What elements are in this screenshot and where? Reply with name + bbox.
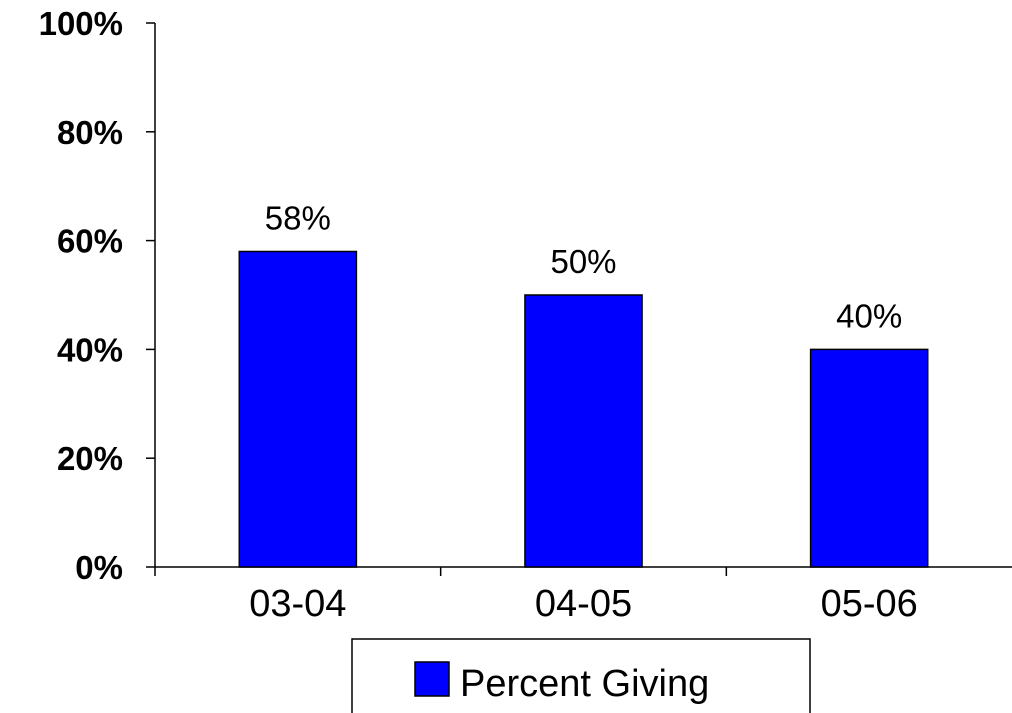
legend: Percent Giving <box>351 638 811 713</box>
y-tick-label: 20% <box>57 440 123 477</box>
x-tick-label: 03-04 <box>249 583 346 625</box>
y-tick-label: 60% <box>57 223 123 260</box>
y-axis: 0% 20% 40% 60% 80% 100% <box>39 5 156 586</box>
legend-swatch <box>414 661 450 697</box>
x-axis: 03-04 04-05 05-06 <box>154 566 1012 625</box>
y-tick-label: 0% <box>75 549 123 586</box>
x-tick-label: 04-05 <box>535 583 632 625</box>
bars <box>238 250 929 568</box>
bar <box>809 348 929 568</box>
x-tick-label: 05-06 <box>821 583 918 625</box>
y-tick-label: 80% <box>57 114 123 151</box>
bar <box>238 250 358 568</box>
bar <box>524 294 643 568</box>
data-label: 58% <box>265 199 331 236</box>
y-tick-label: 40% <box>57 331 123 368</box>
data-labels: 58% 50% 40% <box>265 199 902 334</box>
y-tick-label: 100% <box>39 5 123 42</box>
legend-label: Percent Giving <box>460 663 709 705</box>
data-label: 50% <box>550 243 616 280</box>
data-label: 40% <box>836 297 902 334</box>
